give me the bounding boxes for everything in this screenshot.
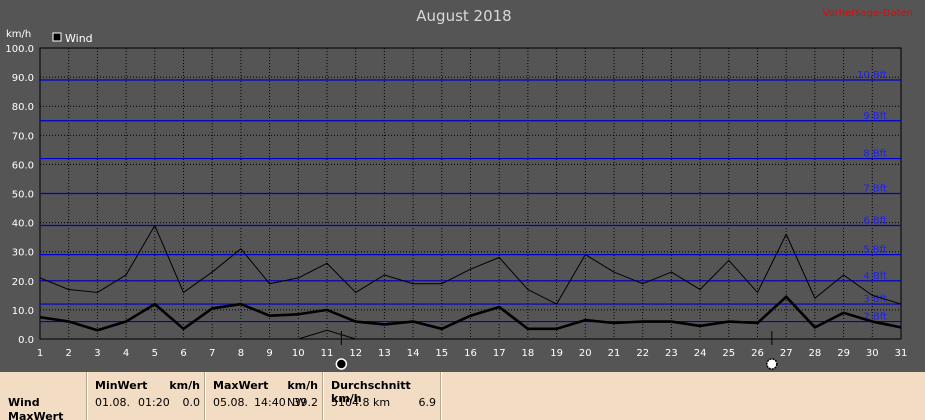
x-tick-label: 17 — [493, 348, 506, 359]
moon-events — [335, 331, 778, 370]
x-tick-label: 24 — [694, 348, 707, 359]
beaufort-label: 7 Bft — [863, 184, 887, 195]
axes: 0.0 10.0 20.0 30.0 40.0 50.0 60.0 70.0 80.0 90.0 1… — [5, 44, 907, 359]
wind-chart: August 2018 Vorhersage-Daten km/h Wind 2… — [5, 7, 913, 370]
panel-divider — [441, 372, 443, 420]
y-tick-label: 10.0 — [12, 306, 34, 317]
series-group — [39, 225, 902, 340]
x-tick-label: 5 — [152, 348, 158, 359]
x-tick-label: 4 — [123, 348, 129, 359]
x-tick-label: 8 — [238, 348, 244, 359]
beaufort-lines: 2 Bft 3 Bft 4 Bft 5 Bft 6 Bft 7 Bft 8 Bft 9 Bft… — [40, 70, 901, 323]
y-tick-label: 40.0 — [12, 219, 34, 230]
x-tick-label: 26 — [751, 348, 764, 359]
x-tick-label: 9 — [266, 348, 272, 359]
avg-distance: 5104.8 km — [331, 396, 391, 409]
series-line-avg — [39, 295, 902, 332]
direction-mark — [298, 329, 356, 340]
x-tick-label: 19 — [550, 348, 563, 359]
x-tick-label: 10 — [292, 348, 305, 359]
y-axis-label: km/h — [6, 29, 31, 40]
beaufort-label: 6 Bft — [863, 216, 887, 227]
max-value: 39.2 — [293, 396, 319, 409]
x-tick-label: 11 — [321, 348, 334, 359]
full-moon-icon — [766, 358, 778, 370]
y-tick-label: 70.0 — [12, 131, 34, 142]
legend-label[interactable]: Wind — [65, 32, 93, 45]
x-tick-label: 25 — [722, 348, 735, 359]
y-tick-label: 0.0 — [18, 335, 34, 346]
max-unit: km/h — [287, 379, 318, 392]
x-tick-label: 14 — [407, 348, 420, 359]
series-line-max — [39, 225, 902, 305]
max-direction: NW — [287, 396, 307, 409]
x-tick-label: 6 — [180, 348, 186, 359]
summary-row-label: Wind — [8, 396, 40, 409]
beaufort-label: 9 Bft — [863, 111, 887, 122]
x-tick-label: 3 — [94, 348, 100, 359]
average-value-cell: Durchschnitt km/h 5104.8 km 6.9 — [323, 372, 442, 420]
x-tick-label: 30 — [866, 348, 879, 359]
max-header: MaxWert — [213, 379, 269, 392]
x-tick-label: 20 — [579, 348, 592, 359]
y-tick-label: 30.0 — [12, 248, 34, 259]
beaufort-label: 8 Bft — [863, 149, 887, 160]
min-value-cell: MinWert km/h 01.08. 01:20 0.0 — [87, 372, 206, 420]
x-tick-label: 7 — [209, 348, 215, 359]
max-date: 05.08. — [213, 396, 248, 409]
min-date: 01.08. — [95, 396, 130, 409]
avg-value: 6.9 — [418, 396, 437, 409]
x-tick-label: 22 — [636, 348, 649, 359]
summary-panel: Wind MaxWert MinWert km/h 01.08. 01:20 0… — [0, 372, 925, 420]
x-tick-label: 12 — [349, 348, 362, 359]
summary-row-label-2: MaxWert — [8, 410, 64, 420]
x-tick-label: 31 — [895, 348, 908, 359]
x-tick-label: 13 — [378, 348, 391, 359]
legend-swatch — [52, 32, 62, 42]
y-tick-label: 50.0 — [12, 190, 34, 201]
min-time: 01:20 — [138, 396, 170, 409]
max-value-cell: MaxWert km/h 05.08. 14:40 NW 39.2 — [205, 372, 324, 420]
beaufort-label: 4 Bft — [863, 271, 887, 282]
beaufort-label: 5 Bft — [863, 245, 887, 256]
avg-header: Durchschnitt km/h — [331, 379, 411, 405]
y-tick-label: 60.0 — [12, 160, 34, 171]
x-tick-label: 16 — [464, 348, 477, 359]
beaufort-label: 3 Bft — [863, 294, 887, 305]
min-header: MinWert — [95, 379, 148, 392]
min-value: 0.0 — [182, 396, 201, 409]
x-tick-label: 29 — [837, 348, 850, 359]
x-tick-label: 1 — [37, 348, 43, 359]
x-tick-label: 18 — [522, 348, 535, 359]
y-tick-label: 20.0 — [12, 277, 34, 288]
forecast-warning: Vorhersage-Daten — [823, 8, 913, 19]
y-tick-label: 100.0 — [5, 44, 34, 55]
beaufort-label: 10 Bft — [857, 70, 887, 81]
x-tick-label: 15 — [435, 348, 448, 359]
max-time: 14:40 — [254, 396, 286, 409]
x-tick-label: 2 — [66, 348, 72, 359]
min-unit: km/h — [169, 379, 200, 392]
y-tick-label: 80.0 — [12, 102, 34, 113]
y-tick-label: 90.0 — [12, 73, 34, 84]
beaufort-label: 2 Bft — [863, 312, 887, 323]
x-tick-label: 23 — [665, 348, 678, 359]
new-moon-icon — [335, 358, 348, 370]
x-tick-label: 27 — [780, 348, 793, 359]
x-tick-label: 28 — [809, 348, 822, 359]
grid — [39, 47, 902, 340]
chart-title: August 2018 — [416, 7, 511, 25]
x-tick-label: 21 — [608, 348, 621, 359]
